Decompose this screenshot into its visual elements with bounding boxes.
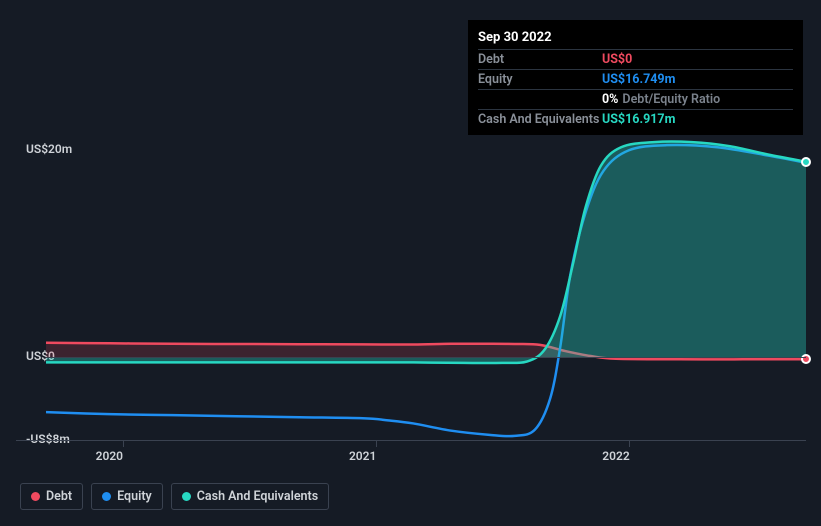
x-tick: 2021 — [363, 440, 390, 463]
tooltip-row-value: US$0 — [602, 52, 632, 67]
series-end-marker — [801, 354, 811, 364]
chart-tooltip: Sep 30 2022 DebtUS$0EquityUS$16.749m0%De… — [468, 20, 803, 135]
series-area — [46, 141, 806, 363]
chart-area: US$20mUS$0-US$8m 202020212022 — [16, 120, 806, 450]
legend-item[interactable]: Equity — [91, 483, 163, 510]
tooltip-row-label: Equity — [478, 72, 602, 87]
x-tick: 2022 — [616, 440, 643, 463]
x-tick-mark — [376, 440, 377, 447]
legend-swatch — [31, 492, 40, 501]
x-tick-mark — [123, 440, 124, 447]
legend-item[interactable]: Cash And Equivalents — [171, 483, 329, 510]
zero-line — [46, 357, 806, 358]
tooltip-row-secondary: Debt/Equity Ratio — [622, 92, 720, 107]
tooltip-rows: DebtUS$0EquityUS$16.749m0%Debt/Equity Ra… — [478, 49, 793, 129]
legend-label: Cash And Equivalents — [197, 489, 318, 504]
chart-container: Sep 30 2022 DebtUS$0EquityUS$16.749m0%De… — [0, 0, 821, 526]
legend-swatch — [182, 492, 191, 501]
x-tick-label: 2021 — [349, 449, 376, 463]
legend-label: Debt — [46, 489, 72, 504]
x-tick-mark — [629, 440, 630, 447]
tooltip-row: 0% Debt/Equity Ratio — [478, 89, 793, 109]
x-tick-label: 2020 — [96, 449, 123, 463]
tooltip-row-value: 0% — [602, 92, 618, 107]
x-tick: 2020 — [109, 440, 136, 463]
tooltip-row: DebtUS$0 — [478, 49, 793, 69]
legend-item[interactable]: Debt — [20, 483, 83, 510]
chart-svg — [46, 140, 806, 440]
chart-plot[interactable] — [46, 140, 806, 440]
tooltip-row-label: Debt — [478, 52, 602, 67]
tooltip-row-value: US$16.749m — [602, 72, 675, 87]
legend-swatch — [102, 492, 111, 501]
tooltip-row: EquityUS$16.749m — [478, 69, 793, 89]
legend-label: Equity — [117, 489, 152, 504]
tooltip-date: Sep 30 2022 — [478, 28, 793, 49]
chart-legend: Debt Equity Cash And Equivalents — [20, 483, 329, 510]
series-end-marker — [801, 157, 811, 167]
x-tick-label: 2022 — [602, 449, 629, 463]
